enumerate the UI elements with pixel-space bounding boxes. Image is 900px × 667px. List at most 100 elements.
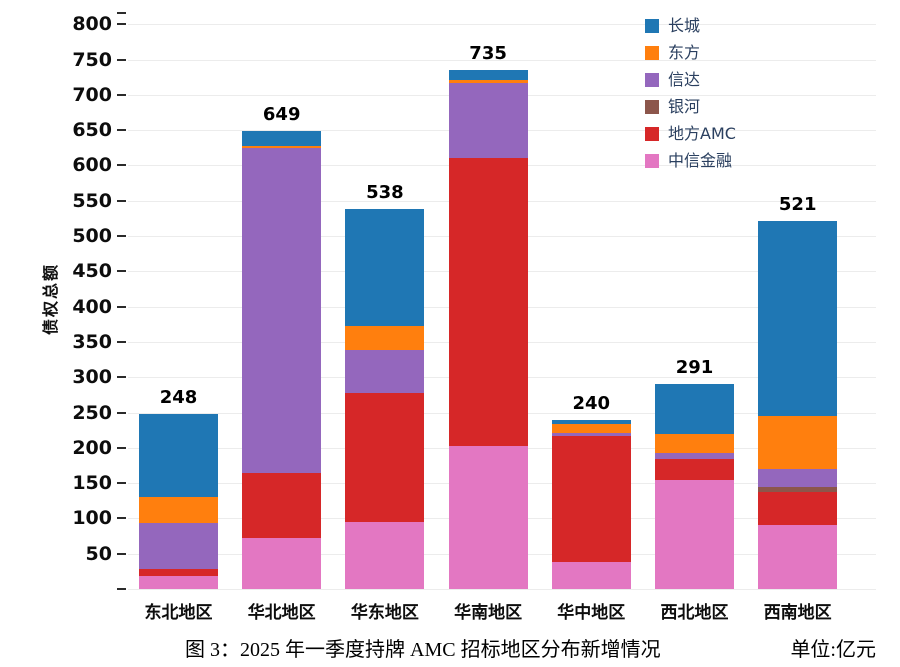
bar-segment-信达 — [758, 468, 838, 487]
y-tick-label: 300 — [72, 366, 112, 389]
y-tick-label: 250 — [72, 401, 112, 424]
y-tick-label: 350 — [72, 330, 112, 353]
bar-segment-地方AMC — [655, 459, 734, 480]
y-tick-mark — [117, 12, 126, 14]
x-tick-label: 华南地区 — [454, 603, 523, 623]
y-tick-label: 50 — [85, 542, 112, 565]
legend: 长城东方信达银河地方AMC 中信金融 — [645, 12, 736, 174]
bar-segment-信达 — [139, 522, 218, 570]
y-tick-label: 200 — [72, 436, 112, 459]
bar-segment-中信金融 — [345, 521, 425, 589]
y-tick-mark — [117, 340, 126, 343]
y-tick-mark — [117, 411, 126, 414]
y-tick-label: 750 — [72, 48, 112, 71]
legend-swatch-icon — [645, 18, 659, 33]
x-tick-label: 华中地区 — [557, 603, 626, 623]
legend-label: 长城 — [668, 15, 701, 35]
bar-total-label: 521 — [778, 194, 817, 216]
legend-label: 东方 — [668, 42, 701, 62]
caption: 图 3：2025 年一季度持牌 AMC 招标地区分布新增情况 — [185, 639, 661, 661]
bar-segment-长城 — [551, 419, 631, 424]
bar-segment-东方 — [655, 433, 734, 453]
bar-segment-长城 — [139, 413, 218, 498]
bar-total-label: 735 — [469, 43, 507, 65]
bar-segment-东方 — [345, 326, 425, 351]
bar-segment-长城 — [242, 130, 322, 146]
bar-segment-东方 — [448, 79, 528, 83]
y-tick-mark — [117, 93, 126, 96]
x-tick-label: 华北地区 — [247, 603, 316, 623]
bar-segment-地方AMC — [551, 435, 631, 563]
legend-item-银河: 银河 — [645, 93, 736, 120]
y-tick-mark — [117, 446, 126, 449]
bar-segment-中信金融 — [242, 538, 322, 589]
bar-segment-长城 — [345, 209, 425, 327]
legend-swatch-icon — [645, 153, 659, 168]
y-tick-label: 100 — [72, 507, 112, 530]
y-tick-label: 650 — [72, 119, 112, 142]
unit-label: 单位:亿元 — [790, 639, 876, 661]
x-tick-label: 东北地区 — [144, 603, 213, 623]
y-tick-mark — [117, 23, 126, 26]
legend-item-长城: 长城 — [645, 12, 736, 39]
y-tick-label: 550 — [72, 189, 112, 212]
y-tick-mark — [117, 199, 126, 202]
x-tick-label: 西南地区 — [763, 603, 832, 623]
y-tick-label: 500 — [72, 225, 112, 247]
bar-segment-中信金融 — [448, 445, 528, 589]
bar-segment-东方 — [758, 416, 838, 469]
caption-row: 图 3：2025 年一季度持牌 AMC 招标地区分布新增情况 单位:亿元 — [0, 633, 900, 661]
gridline — [128, 59, 876, 61]
legend-item-东方: 东方 — [645, 39, 736, 66]
bar-segment-信达 — [448, 82, 528, 159]
y-tick-mark — [117, 376, 126, 379]
gridline — [128, 589, 876, 590]
y-tick-mark — [117, 588, 126, 590]
y-tick-label: 800 — [72, 13, 112, 36]
bar-segment-信达 — [345, 350, 425, 394]
bar-total-label: 649 — [262, 103, 301, 125]
legend-item-信达: 信达 — [645, 66, 736, 93]
bar-total-label: 538 — [366, 182, 404, 204]
x-tick-label: 华东地区 — [350, 603, 419, 623]
bar-total-label: 240 — [572, 392, 611, 414]
y-tick-mark — [117, 235, 126, 237]
bar-total-label: 248 — [159, 386, 198, 408]
bar-segment-中信金融 — [758, 525, 838, 589]
y-tick-label: 150 — [72, 472, 112, 495]
bar-segment-地方AMC — [758, 492, 838, 526]
bar-segment-中信金融 — [551, 562, 631, 589]
y-tick-mark — [117, 129, 126, 132]
y-tick-mark — [117, 552, 126, 555]
y-tick-label: 450 — [72, 260, 112, 283]
bar-segment-地方AMC — [242, 472, 322, 539]
bar-total-label: 291 — [675, 356, 714, 378]
legend-label: 银河 — [668, 96, 701, 116]
y-tick-mark — [117, 517, 126, 520]
legend-label: 地方AMC — [668, 123, 736, 143]
bar-segment-信达 — [551, 432, 631, 436]
bar-segment-信达 — [242, 147, 322, 473]
legend-item-地方AMC: 地方AMC — [645, 120, 736, 147]
y-tick-label: 400 — [72, 295, 112, 318]
y-tick-label: 600 — [72, 154, 112, 177]
bar-segment-长城 — [655, 383, 734, 434]
bar-segment-东方 — [139, 497, 218, 523]
y-tick-mark — [117, 270, 126, 273]
bar-segment-长城 — [758, 221, 838, 417]
legend-label: 中信金融 — [668, 150, 733, 170]
bar-segment-地方AMC — [448, 158, 528, 446]
gridline — [128, 24, 876, 26]
bar-segment-地方AMC — [345, 393, 425, 522]
bar-segment-地方AMC — [139, 569, 218, 576]
bar-segment-银河 — [758, 486, 838, 493]
y-tick-mark — [117, 482, 126, 485]
legend-swatch-icon — [645, 126, 659, 141]
legend-item-中信金融: 中信金融 — [645, 147, 736, 174]
bar-segment-中信金融 — [139, 575, 218, 589]
bar-segment-东方 — [551, 423, 631, 433]
bar-segment-长城 — [448, 70, 528, 80]
bar-segment-信达 — [655, 452, 734, 460]
